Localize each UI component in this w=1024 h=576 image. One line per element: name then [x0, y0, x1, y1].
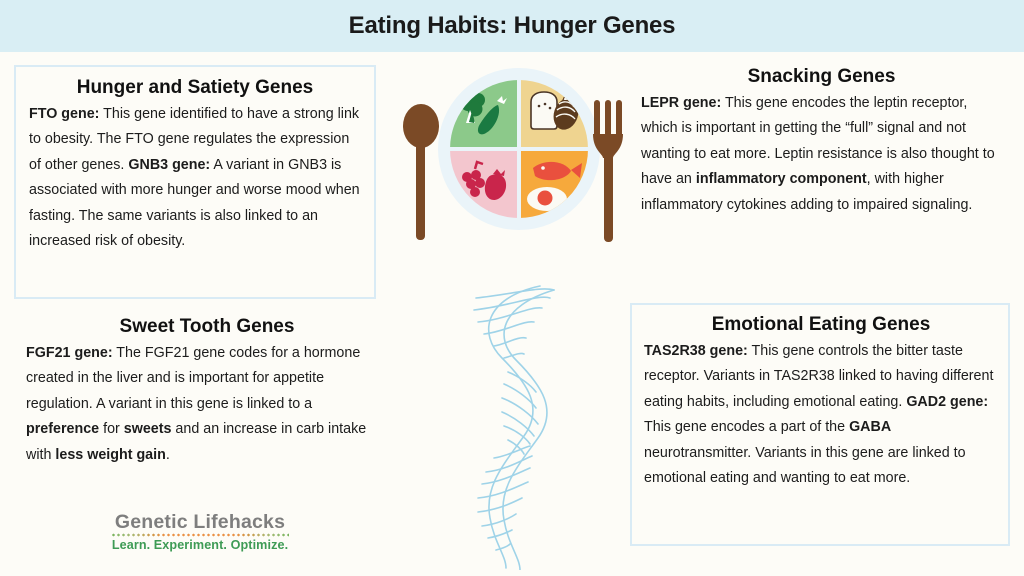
plate-quadrants: [450, 80, 588, 218]
gene-text-gad2-1: This gene encodes a part of the: [644, 419, 850, 436]
fork-icon: [593, 100, 623, 242]
fried-egg: [527, 187, 567, 211]
fish: [533, 161, 582, 181]
gene-emphasis-less-weight-gain: less weight gain: [55, 446, 166, 463]
panel-body-hunger: FTO gene: This gene identified to have a…: [29, 102, 361, 255]
strawberry: [484, 169, 507, 200]
panel-body-snacking: LEPR gene: This gene encodes the leptin …: [641, 91, 1002, 218]
dna-helix-icon: [473, 285, 555, 570]
panel-sweet-tooth-genes: Sweet Tooth Genes FGF21 gene: The FGF21 …: [14, 313, 394, 483]
logo-dotted-divider-edges: [111, 533, 289, 538]
brand-logo: Genetic Lifehacks Learn. Experiment. Opt…: [100, 512, 300, 552]
corn: [553, 92, 579, 130]
gene-emphasis-gaba: GABA: [849, 419, 892, 436]
spoon-icon: [403, 104, 439, 240]
plate-quadrant-grains: [521, 80, 588, 147]
plate-quadrant-protein: [521, 151, 588, 218]
panel-hunger-and-satiety-genes: Hunger and Satiety Genes FTO gene: This …: [14, 65, 376, 299]
plate-quadrant-fruit: [450, 151, 517, 218]
gene-label-lepr: LEPR gene:: [641, 94, 722, 111]
gene-text-gnb3: A variant in GNB3 is associated with mor…: [29, 156, 360, 249]
gene-text-fgf21-1: The FGF21 gene codes for a hormone creat…: [26, 344, 361, 412]
gene-text-fgf21-3: and an increase in carb intake with: [26, 421, 367, 463]
panel-title-hunger: Hunger and Satiety Genes: [76, 77, 314, 98]
gene-text-fgf21-2: for: [99, 421, 124, 438]
balanced-plate-illustration: [400, 62, 632, 274]
panel-title-sweet-tooth: Sweet Tooth Genes: [119, 316, 295, 337]
gene-text-lepr-1: This gene encodes the leptin receptor, w…: [641, 94, 995, 188]
panel-title-snacking: Snacking Genes: [747, 66, 896, 87]
panel-snacking-genes: Snacking Genes LEPR gene: This gene enco…: [630, 62, 1012, 276]
page-title: Eating Habits: Hunger Genes: [348, 12, 676, 39]
gene-emphasis-preference: preference: [26, 421, 100, 438]
panel-emotional-eating-genes: Emotional Eating Genes TAS2R38 gene: Thi…: [630, 303, 1010, 546]
brand-name: Genetic Lifehacks: [114, 511, 286, 533]
gene-text-fto: This gene identified to have a strong li…: [29, 105, 360, 173]
bread-slice: [530, 91, 558, 130]
plate-quadrant-vegetables: [450, 80, 517, 147]
gene-text-fgf21-4: .: [165, 446, 170, 463]
gene-emphasis-inflammatory-component: inflammatory component: [695, 171, 867, 188]
panel-title-emotional-eating: Emotional Eating Genes: [711, 314, 931, 335]
gene-text-tas2r38: This gene controls the bitter taste rece…: [644, 342, 994, 410]
gene-label-fto: FTO gene:: [29, 105, 100, 122]
gene-label-fgf21: FGF21 gene:: [26, 344, 113, 361]
brand-tagline: Learn. Experiment. Optimize.: [111, 538, 289, 553]
gene-emphasis-sweets: sweets: [123, 421, 172, 438]
panel-body-sweet-tooth: FGF21 gene: The FGF21 gene codes for a h…: [26, 341, 388, 468]
panel-body-emotional-eating: TAS2R38 gene: This gene controls the bit…: [644, 339, 998, 492]
gene-text-lepr-2: , with higher inflammatory cytokines add…: [641, 171, 973, 213]
page-header: Eating Habits: Hunger Genes: [0, 0, 1024, 52]
gene-label-tas2r38: TAS2R38 gene:: [644, 342, 748, 359]
gene-label-gad2: GAD2 gene:: [906, 393, 989, 410]
gene-text-gad2-2: neurotransmitter. Variants in this gene …: [644, 444, 966, 486]
gene-label-gnb3: GNB3 gene:: [128, 156, 211, 173]
grapes: [462, 160, 485, 197]
